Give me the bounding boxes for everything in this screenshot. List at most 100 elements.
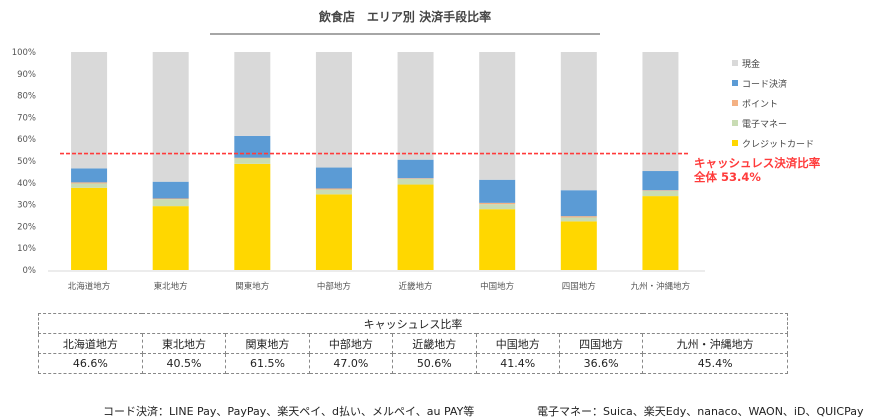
legend-swatch xyxy=(732,80,738,86)
ratio-cell: 40.5% xyxy=(141,353,227,374)
bar-segment xyxy=(479,204,516,210)
region-cell: 中国地方 xyxy=(475,333,560,354)
region-cell: 北海道地方 xyxy=(38,333,143,354)
bar-segment xyxy=(234,52,271,136)
bar-segment xyxy=(234,158,271,164)
legend-label: ポイント xyxy=(742,99,779,110)
ratio-cell: 36.6% xyxy=(558,353,644,374)
x-tick-label: 関東地方 xyxy=(235,281,269,292)
bar-segment xyxy=(71,52,108,169)
legend-label: クレジットカード xyxy=(742,139,815,150)
bar-segment xyxy=(479,209,516,270)
x-tick-label: 四国地方 xyxy=(562,281,596,292)
ratio-cell: 61.5% xyxy=(225,353,310,374)
bar-segment xyxy=(152,199,189,207)
footnote-code: コード決済：LINE Pay、PayPay、楽天ペイ、d払い、メルペイ、au P… xyxy=(103,405,475,418)
table-row-regions: 北海道地方 東北地方 関東地方 中部地方 近畿地方 中国地方 四国地方 九州・沖縄地方 xyxy=(38,333,788,354)
x-tick-label: 北海道地方 xyxy=(68,281,111,292)
region-cell: 近畿地方 xyxy=(392,333,477,354)
bar-segment xyxy=(71,168,108,183)
bar-segment xyxy=(560,221,597,270)
ratio-cell: 50.6% xyxy=(392,353,477,374)
legend-swatch xyxy=(732,100,738,106)
y-tick-label: 70% xyxy=(17,113,36,123)
bar-segment xyxy=(152,181,189,199)
cashless-ratio-table: キャッシュレス比率 北海道地方 東北地方 関東地方 中部地方 近畿地方 中国地方 四国地方九… xyxy=(38,313,788,374)
bar-segment xyxy=(560,217,597,222)
bar-segment xyxy=(315,194,352,270)
bar-segment xyxy=(315,188,352,190)
legend-swatch xyxy=(732,60,738,66)
bar-segment xyxy=(152,206,189,270)
table-header: キャッシュレス比率 xyxy=(38,313,788,334)
bar-segment xyxy=(397,178,434,179)
cashless-annotation: キャッシュレス決済比率 全体 53.4% xyxy=(694,156,820,184)
bar-segment xyxy=(234,163,271,270)
x-tick-label: 東北地方 xyxy=(154,281,188,292)
region-cell: 九州・沖縄地方 xyxy=(642,333,788,354)
annotation-label: キャッシュレス決済比率 xyxy=(694,156,821,170)
y-tick-label: 0% xyxy=(23,266,37,276)
bar-segment xyxy=(560,190,597,217)
stacked-bar-chart: 0% 10% 20% 30% 40% 50% 60% 70% 80% 90% 100% 北海道地方 東北… xyxy=(12,48,705,292)
title-underline xyxy=(210,33,600,35)
ratio-cell: 47.0% xyxy=(308,353,394,374)
bar-segment xyxy=(397,159,434,179)
y-tick-label: 40% xyxy=(17,179,36,189)
bar-segment xyxy=(479,179,516,203)
y-tick-label: 90% xyxy=(17,70,36,80)
ratio-cell: 46.6% xyxy=(38,353,143,374)
annotation-value: 全体 53.4% xyxy=(694,170,761,184)
x-tick-label: 中部地方 xyxy=(317,281,351,292)
region-cell: 中部地方 xyxy=(308,333,394,354)
bar-segment xyxy=(642,190,679,191)
bar-segment xyxy=(315,167,352,189)
bar-segment xyxy=(71,183,108,188)
region-cell: 四国地方 xyxy=(558,333,644,354)
legend-label: コード決済 xyxy=(742,79,788,90)
y-tick-label: 50% xyxy=(17,157,36,167)
bar-segment xyxy=(642,171,679,191)
bar-segment xyxy=(71,187,108,270)
footnote-emoney: 電子マネー：Suica、楽天Edy、nanaco、WAON、iD、QUICPay… xyxy=(537,405,864,418)
legend-label: 現金 xyxy=(742,59,761,70)
x-tick-label: 九州・沖縄地方 xyxy=(631,281,691,292)
legend-label: 電子マネー xyxy=(742,119,788,130)
region-cell: 関東地方 xyxy=(225,333,310,354)
y-tick-label: 20% xyxy=(17,222,36,232)
bar-segment xyxy=(642,52,679,172)
bar-segment xyxy=(315,189,352,195)
legend-item: ポイント xyxy=(732,93,814,113)
y-tick-label: 30% xyxy=(17,201,36,211)
bar-segment xyxy=(234,157,271,159)
y-tick-label: 80% xyxy=(17,92,36,102)
bar-segment xyxy=(479,202,516,205)
bar-segment xyxy=(560,52,597,191)
legend-item: クレジットカード xyxy=(732,133,814,153)
bar-segment xyxy=(397,52,434,160)
y-tick-label: 60% xyxy=(17,135,36,145)
y-tick-label: 100% xyxy=(12,48,36,58)
bar-segment xyxy=(397,184,434,270)
bar-segment xyxy=(642,190,679,197)
bar-segment xyxy=(152,52,189,182)
x-tick-label: 近畿地方 xyxy=(399,281,433,292)
bar-segment xyxy=(152,198,189,200)
legend-item: 電子マネー xyxy=(732,113,814,133)
bar-segment xyxy=(560,216,597,218)
ratio-cell: 45.4% xyxy=(642,353,788,374)
y-tick-label: 10% xyxy=(17,244,36,254)
bar-segment xyxy=(234,135,271,158)
bar-segment xyxy=(315,52,352,168)
table-row-values: 46.6% 40.5% 61.5% 47.0% 50.6% 41.4% 36.6% 45.4% xyxy=(38,353,788,374)
bar-segment xyxy=(71,182,108,184)
bar-segment xyxy=(479,52,516,180)
bar-segment xyxy=(642,196,679,270)
legend-item: 現金 xyxy=(732,53,814,73)
legend-swatch xyxy=(732,120,738,126)
legend: 現金コード決済ポイント電子マネークレジットカード xyxy=(732,53,814,153)
ratio-cell: 41.4% xyxy=(475,353,560,374)
chart-title: 飲食店 エリア別 決済手段比率 xyxy=(318,10,492,24)
x-tick-label: 中国地方 xyxy=(480,281,514,292)
